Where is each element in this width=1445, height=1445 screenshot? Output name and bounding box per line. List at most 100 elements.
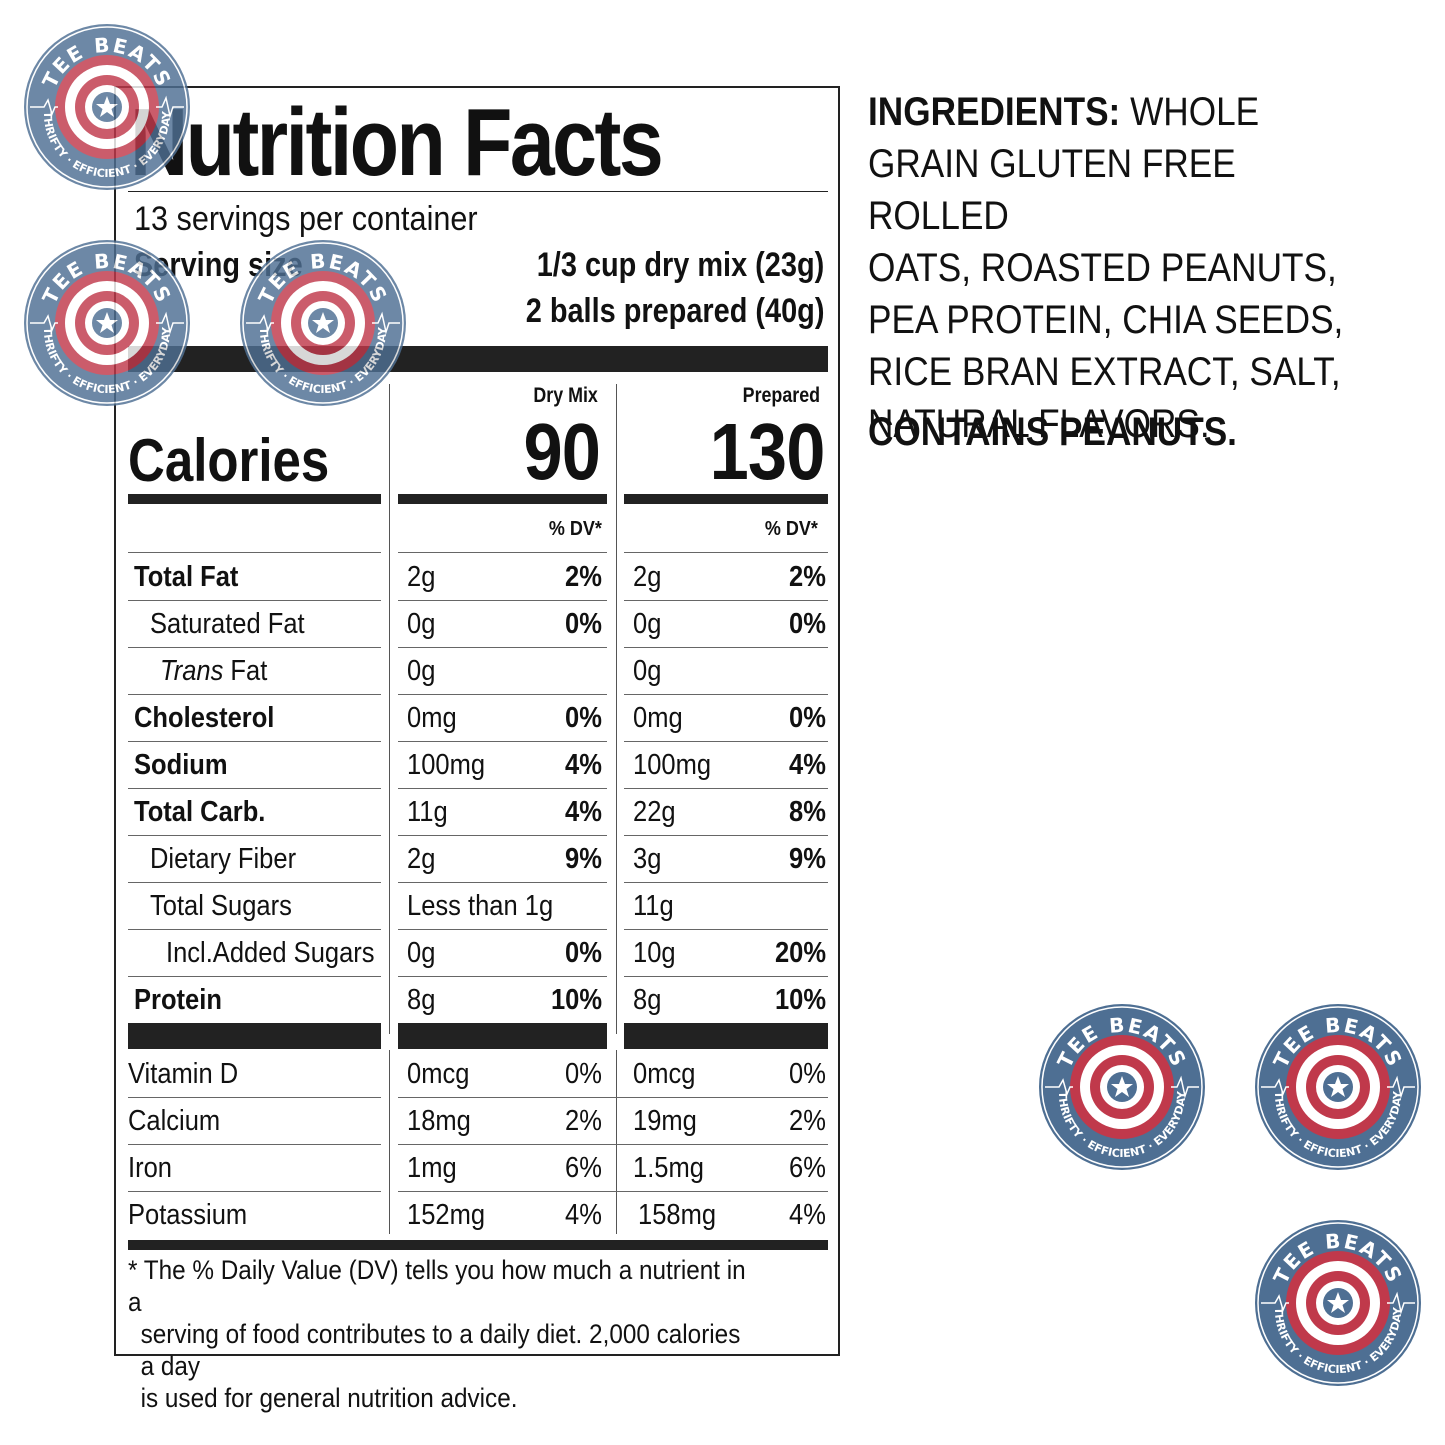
thick-divider <box>398 1023 607 1049</box>
tee-beats-logo: TEE BEATS THRIFTY · EFFICIENT · EVERYDAY <box>1253 1218 1423 1388</box>
prepared-amount: 158mg <box>638 1199 717 1231</box>
prepared-amount: 0g <box>633 655 662 687</box>
column-divider <box>616 384 617 1034</box>
ingredients-line: WHOLE <box>1120 90 1260 134</box>
calories-bar <box>128 494 381 504</box>
dry-amount: 0mg <box>407 702 457 734</box>
footnote-line: is used for general nutrition advice. <box>140 1383 518 1413</box>
dry-percent-dv: 4% <box>565 796 602 828</box>
tee-beats-logo: TEE BEATS THRIFTY · EFFICIENT · EVERYDAY <box>22 22 192 192</box>
row-divider <box>128 1191 381 1192</box>
table-row: Calcium 18mg 2% 19mg 2% <box>116 1098 842 1145</box>
dry-amount: 1mg <box>407 1152 457 1184</box>
dv-header-prepared: % DV* <box>764 518 818 540</box>
prepared-percent-dv: 4% <box>789 1199 826 1231</box>
table-row: Protein 8g 10% 8g 10% <box>116 977 842 1024</box>
prepared-percent-dv: 0% <box>789 608 826 640</box>
nutrient-name: Dietary Fiber <box>150 843 297 875</box>
ingredients-text: INGREDIENTS: WHOLE GRAIN GLUTEN FREE ROL… <box>868 86 1361 450</box>
serving-size-dry: 1/3 cup dry mix (23g) <box>536 246 824 284</box>
table-row: Total Carb. 11g 4% 22g 8% <box>116 789 842 836</box>
row-divider <box>128 694 381 695</box>
tee-beats-logo: TEE BEATS THRIFTY · EFFICIENT · EVERYDAY <box>1253 1002 1423 1172</box>
vitamin-name: Calcium <box>128 1105 221 1137</box>
row-divider <box>398 788 607 789</box>
calories-prepared-value: 130 <box>709 407 825 496</box>
table-row: Iron 1mg 6% 1.5mg 6% <box>116 1145 842 1192</box>
prepared-amount: 10g <box>633 937 676 969</box>
prepared-amount: 19mg <box>633 1105 697 1137</box>
dry-amount: 152mg <box>407 1199 486 1231</box>
row-divider <box>398 694 607 695</box>
row-divider <box>128 647 381 648</box>
ingredients-line: NATURAL FLAVORS. <box>868 402 1210 446</box>
prepared-amount: 3g <box>633 843 662 875</box>
dry-percent-dv: 2% <box>565 1105 602 1137</box>
dry-amount: 0g <box>407 937 436 969</box>
vitamin-name: Potassium <box>128 1199 248 1231</box>
table-row: Sodium 100mg 4% 100mg 4% <box>116 742 842 789</box>
prepared-amount: 100mg <box>633 749 712 781</box>
thick-divider <box>128 346 828 372</box>
divider <box>398 552 607 553</box>
dry-amount: 8g <box>407 984 436 1016</box>
row-divider <box>398 929 607 930</box>
nutrient-name: Total Sugars <box>150 890 292 922</box>
dry-amount: 0g <box>407 655 436 687</box>
thick-divider <box>128 1023 381 1049</box>
dry-percent-dv: 0% <box>565 608 602 640</box>
table-row: Incl.Added Sugars 0g 0% 10g 20% <box>116 930 842 977</box>
row-divider <box>128 1144 381 1145</box>
table-row: Total Fat 2g 2% 2g 2% <box>116 554 842 601</box>
row-divider <box>128 835 381 836</box>
divider <box>128 552 381 553</box>
ingredients-line: RICE BRAN EXTRACT, SALT, <box>868 350 1341 394</box>
dry-percent-dv: 0% <box>565 702 602 734</box>
ingredients-line: GRAIN GLUTEN FREE ROLLED <box>868 142 1236 238</box>
prepared-percent-dv: 2% <box>789 561 826 593</box>
prepared-percent-dv: 0% <box>789 1058 826 1090</box>
prepared-percent-dv: 20% <box>774 937 826 969</box>
calories-dry-value: 90 <box>523 407 600 496</box>
dry-percent-dv: 10% <box>550 984 602 1016</box>
ingredients-heading: INGREDIENTS: <box>868 90 1121 134</box>
row-divider <box>398 741 607 742</box>
row-divider <box>398 1097 828 1098</box>
nutrient-name: Total Carb. <box>134 796 266 828</box>
nutrient-name: Total Fat <box>134 561 239 593</box>
row-divider <box>128 741 381 742</box>
prepared-percent-dv: 9% <box>789 843 826 875</box>
prepared-amount: 2g <box>633 561 662 593</box>
nutrition-facts-panel: Nutrition Facts 13 servings per containe… <box>114 86 842 1413</box>
prepared-amount: 11g <box>633 890 674 922</box>
calories-bar <box>398 494 607 504</box>
dv-header-dry: % DV* <box>548 518 602 540</box>
tee-beats-logo: TEE BEATS THRIFTY · EFFICIENT · EVERYDAY <box>238 238 408 408</box>
dry-amount: 11g <box>407 796 448 828</box>
column-header-prepared: Prepared <box>742 384 820 407</box>
nutrient-name: Trans Fat <box>160 655 268 687</box>
dry-amount: 0g <box>407 608 436 640</box>
table-row: Saturated Fat 0g 0% 0g 0% <box>116 601 842 648</box>
footnote-line: serving of food contributes to a daily d… <box>140 1319 741 1381</box>
prepared-percent-dv: 6% <box>789 1152 826 1184</box>
row-divider <box>624 976 828 977</box>
column-divider <box>389 1050 390 1234</box>
dry-amount: Less than 1g <box>407 890 554 922</box>
footnote-line: * The % Daily Value (DV) tells you how m… <box>128 1255 746 1317</box>
row-divider <box>128 976 381 977</box>
prepared-amount: 1.5mg <box>633 1152 704 1184</box>
row-divider <box>398 1144 828 1145</box>
dry-percent-dv: 6% <box>565 1152 602 1184</box>
row-divider <box>398 600 607 601</box>
dry-amount: 18mg <box>407 1105 471 1137</box>
prepared-percent-dv: 2% <box>789 1105 826 1137</box>
vitamin-name: Iron <box>128 1152 172 1184</box>
row-divider <box>398 647 607 648</box>
row-divider <box>398 835 607 836</box>
table-row: Cholesterol 0mg 0% 0mg 0% <box>116 695 842 742</box>
row-divider <box>398 976 607 977</box>
table-row: Vitamin D 0mcg 0% 0mcg 0% <box>116 1051 842 1098</box>
